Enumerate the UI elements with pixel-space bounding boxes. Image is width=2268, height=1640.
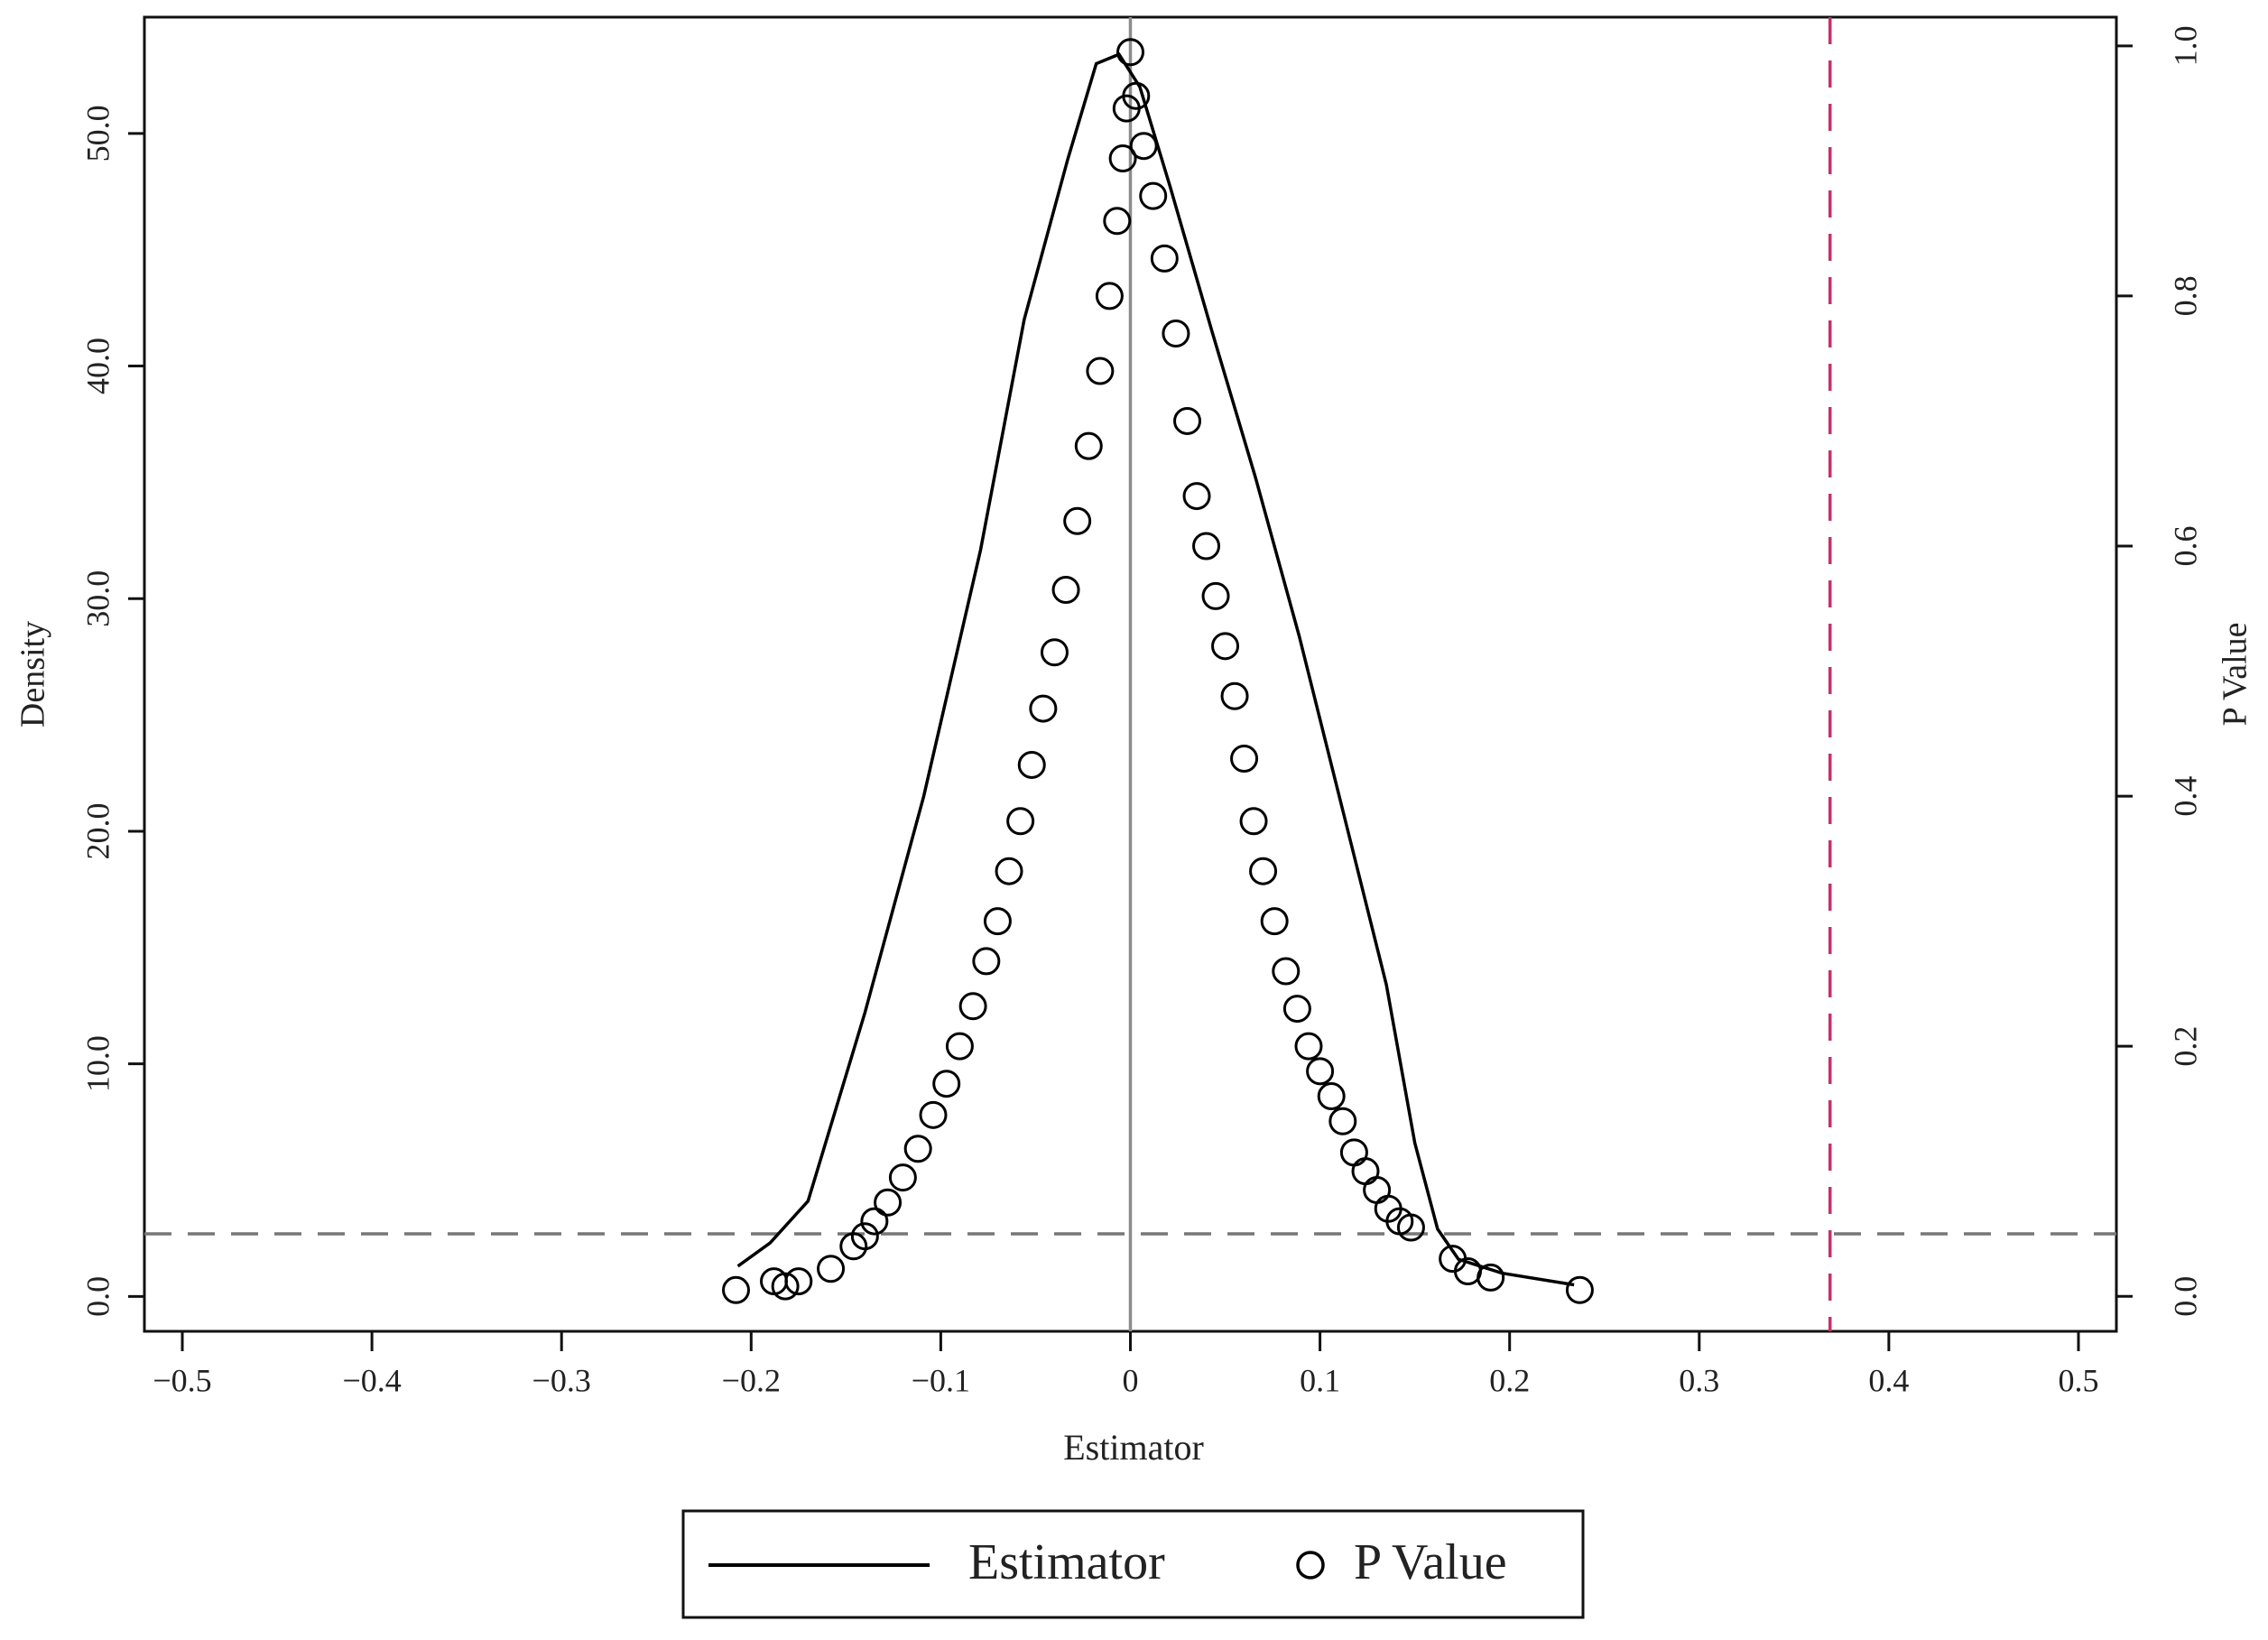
- p-value-point: [1201, 581, 1230, 610]
- p-value-point: [1150, 244, 1179, 273]
- p-value-point: [972, 947, 1001, 976]
- y2-tick-label: 1.0: [2167, 25, 2203, 66]
- p-value-point: [784, 1267, 813, 1296]
- p-value-point: [958, 992, 987, 1021]
- x-tick-label: −0.2: [722, 1362, 781, 1398]
- x-tick-label: −0.5: [153, 1362, 211, 1398]
- p-value-point: [1317, 1082, 1346, 1111]
- p-value-point: [1162, 319, 1190, 347]
- p-value-point: [771, 1272, 800, 1301]
- y-tick-label: 0.0: [79, 1276, 116, 1317]
- x-axis-title: Estimator: [1063, 1427, 1204, 1468]
- x-tick-label: 0.2: [1489, 1362, 1530, 1398]
- p-value-point: [1351, 1157, 1380, 1186]
- p-value-point: [1220, 681, 1249, 710]
- p-value-point: [995, 857, 1023, 885]
- p-value-point: [1328, 1107, 1357, 1135]
- p-value-point: [945, 1032, 974, 1061]
- y-tick-label: 40.0: [79, 338, 116, 394]
- x-tick-label: −0.4: [342, 1362, 401, 1398]
- p-value-point: [874, 1188, 903, 1217]
- x-tick-label: 0: [1123, 1362, 1139, 1398]
- p-value-point: [1139, 181, 1168, 210]
- p-value-point: [1239, 807, 1268, 836]
- p-value-point: [1294, 1032, 1323, 1061]
- p-value-point: [1108, 144, 1137, 173]
- p-value-point: [1565, 1275, 1594, 1304]
- p-value-point: [1017, 750, 1046, 779]
- p-value-point: [1249, 857, 1278, 885]
- p-value-point: [1006, 807, 1035, 836]
- p-value-point: [1103, 207, 1132, 236]
- p-value-point: [1182, 482, 1211, 511]
- p-value-point: [888, 1163, 917, 1192]
- p-value-point: [1260, 907, 1289, 936]
- y-axis-title: Density: [14, 621, 52, 727]
- y2-axis-title: P Value: [2217, 622, 2254, 726]
- p-value-point: [1074, 431, 1103, 460]
- p-value-point: [1122, 81, 1151, 110]
- p-value-point: [1230, 745, 1259, 774]
- x-tick-label: −0.3: [532, 1362, 591, 1398]
- x-tick-label: 0.1: [1300, 1362, 1340, 1398]
- p-value-point: [1211, 632, 1240, 661]
- p-value-point: [1363, 1175, 1392, 1204]
- p-value-point: [1477, 1263, 1505, 1292]
- p-value-point: [1306, 1057, 1335, 1086]
- p-value-point: [1063, 506, 1092, 535]
- p-value-point: [817, 1255, 846, 1283]
- p-value-point: [1051, 575, 1080, 604]
- y2-tick-label: 0.4: [2167, 776, 2203, 817]
- y-tick-label: 30.0: [79, 570, 116, 627]
- p-value-point: [932, 1070, 961, 1098]
- p-value-point: [983, 907, 1012, 936]
- x-tick-label: 0.4: [1868, 1362, 1909, 1398]
- p-value-point: [1396, 1213, 1425, 1242]
- p-value-point: [919, 1100, 948, 1129]
- density-line: [736, 52, 1575, 1287]
- y2-tick-label: 0.8: [2167, 275, 2203, 316]
- p-value-point: [860, 1207, 889, 1236]
- p-value-point: [1272, 957, 1301, 986]
- y2-tick-label: 0.0: [2167, 1276, 2203, 1317]
- p-value-point: [1040, 638, 1069, 667]
- legend-label: P Value: [1354, 1534, 1507, 1590]
- p-value-point: [1339, 1138, 1368, 1167]
- y-tick-label: 20.0: [79, 802, 116, 859]
- y-tick-label: 50.0: [79, 105, 116, 162]
- p-value-point: [1095, 282, 1124, 310]
- p-value-point: [850, 1222, 879, 1251]
- p-value-point: [1173, 406, 1202, 435]
- p-value-point: [1282, 995, 1311, 1024]
- x-tick-label: −0.1: [912, 1362, 970, 1398]
- p-value-point: [1129, 132, 1158, 161]
- legend-label: Estimator: [968, 1534, 1165, 1590]
- p-value-point: [722, 1275, 750, 1304]
- p-value-point: [1029, 694, 1058, 723]
- x-tick-label: 0.5: [2058, 1362, 2098, 1398]
- legend-marker: [1296, 1551, 1325, 1580]
- p-value-point: [903, 1135, 932, 1163]
- p-value-point: [1086, 357, 1115, 385]
- p-value-point: [1192, 532, 1221, 561]
- y2-tick-label: 0.6: [2167, 526, 2203, 567]
- y-tick-label: 10.0: [79, 1035, 116, 1092]
- y2-tick-label: 0.2: [2167, 1026, 2203, 1067]
- p-value-point: [1116, 38, 1144, 67]
- x-tick-label: 0.3: [1679, 1362, 1719, 1398]
